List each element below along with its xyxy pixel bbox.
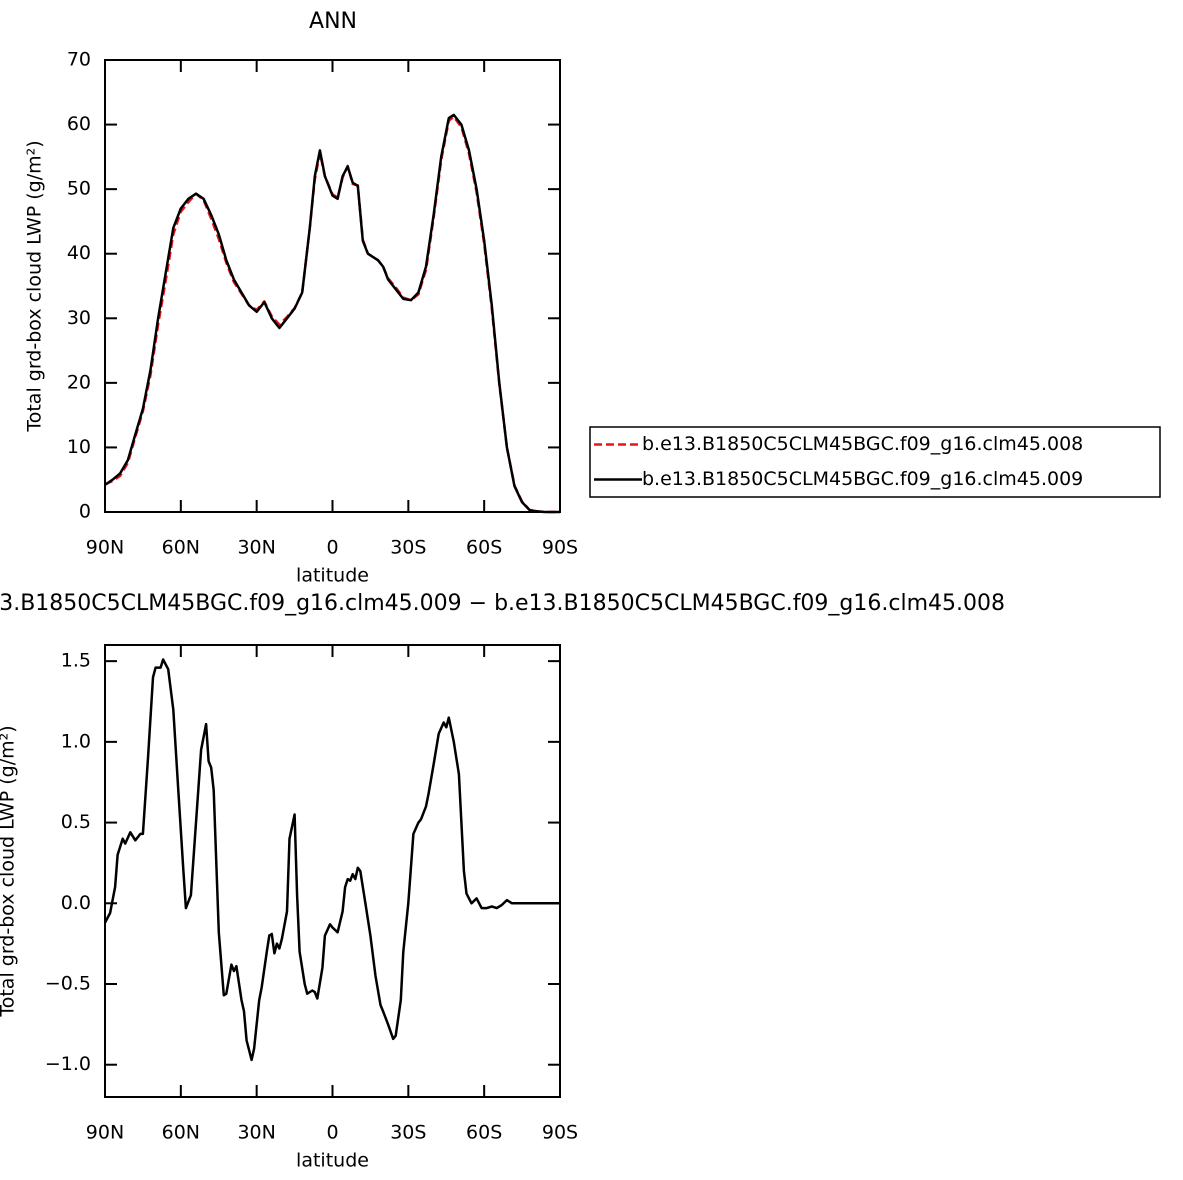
x-tick-label: 0 bbox=[326, 537, 338, 559]
x-tick-label: 60N bbox=[162, 537, 200, 559]
x-axis-label: latitude bbox=[296, 565, 369, 587]
y-tick-label: 70 bbox=[67, 49, 91, 71]
data-line bbox=[103, 658, 560, 1062]
y-tick-label: −0.5 bbox=[45, 973, 91, 995]
x-tick-label: 90N bbox=[86, 537, 124, 559]
x-tick-label: 30N bbox=[237, 1122, 275, 1144]
x-tick-label: 90N bbox=[86, 1122, 124, 1144]
y-tick-label: 50 bbox=[67, 178, 91, 200]
y-tick-label: 20 bbox=[67, 371, 91, 393]
x-axis-label: latitude bbox=[296, 1150, 369, 1172]
y-tick-label: 0.5 bbox=[61, 811, 91, 833]
y-tick-label: 1.5 bbox=[61, 650, 91, 672]
y-tick-label: 40 bbox=[67, 242, 91, 264]
x-tick-label: 60N bbox=[162, 1122, 200, 1144]
y-tick-label: 60 bbox=[67, 113, 91, 135]
y-tick-label: 10 bbox=[67, 436, 91, 458]
x-tick-label: 30S bbox=[390, 1122, 426, 1144]
data-line bbox=[104, 113, 560, 514]
y-axis-label: Total grd-box cloud LWP (g/m²) bbox=[24, 140, 46, 432]
x-tick-label: 60S bbox=[466, 1122, 502, 1144]
legend-box bbox=[589, 426, 1161, 498]
x-tick-label: 30N bbox=[237, 537, 275, 559]
x-tick-label: 90S bbox=[542, 537, 578, 559]
y-tick-label: 30 bbox=[67, 307, 91, 329]
x-tick-label: 60S bbox=[466, 537, 502, 559]
y-tick-label: 0 bbox=[79, 501, 91, 523]
x-tick-label: 0 bbox=[326, 1122, 338, 1144]
chart-title: b.e13.B1850C5CLM45BGC.f09_g16.clm45.009 … bbox=[0, 591, 1005, 616]
legend-label: b.e13.B1850C5CLM45BGC.f09_g16.clm45.009 bbox=[642, 468, 1083, 490]
y-tick-label: −1.0 bbox=[45, 1053, 91, 1075]
plot-frame bbox=[104, 59, 561, 513]
chart-title: ANN bbox=[309, 9, 357, 34]
plot-frame bbox=[104, 644, 561, 1098]
x-tick-label: 90S bbox=[542, 1122, 578, 1144]
y-axis-label: Total grd-box cloud LWP (g/m²) bbox=[0, 725, 19, 1017]
x-tick-label: 30S bbox=[390, 537, 426, 559]
y-tick-label: 1.0 bbox=[61, 730, 91, 752]
y-tick-label: 0.0 bbox=[61, 892, 91, 914]
legend-label: b.e13.B1850C5CLM45BGC.f09_g16.clm45.008 bbox=[642, 433, 1083, 455]
